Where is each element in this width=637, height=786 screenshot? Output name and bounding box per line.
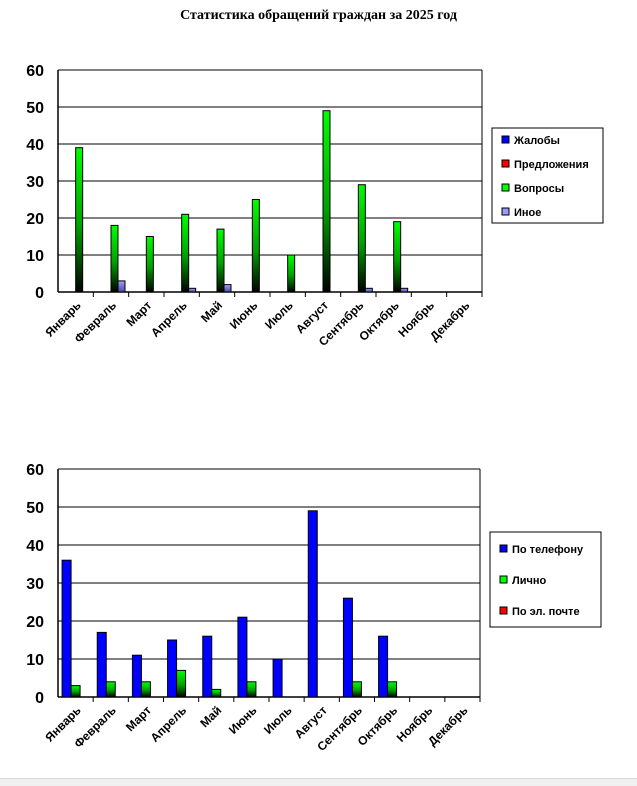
- x-tick-label: Апрель: [148, 298, 190, 340]
- y-tick-label: 60: [26, 63, 44, 80]
- x-tick-label: Июль: [262, 298, 296, 332]
- legend-swatch: [499, 606, 508, 615]
- y-tick-label: 0: [35, 690, 44, 707]
- legend-label: Иное: [514, 207, 541, 219]
- x-tick-label: Март: [123, 298, 154, 329]
- bar-Вопросы: [322, 110, 331, 293]
- legend-label: Жалобы: [513, 135, 560, 147]
- bar-Вопросы: [75, 147, 84, 293]
- y-tick-label: 20: [26, 211, 44, 228]
- bar-Лично: [211, 688, 222, 698]
- y-tick-label: 60: [26, 462, 44, 479]
- bar-По телефону: [342, 597, 353, 698]
- bar-Лично: [176, 669, 187, 698]
- legend-box: [489, 531, 602, 628]
- x-tick-label: Июль: [261, 703, 295, 737]
- y-tick-label: 10: [26, 248, 44, 265]
- bar-Иное: [364, 287, 373, 293]
- legend-swatch: [501, 207, 510, 216]
- bar-Лично: [70, 685, 81, 698]
- x-tick-label: Июнь: [226, 703, 260, 737]
- bar-Вопросы: [216, 228, 225, 293]
- legend-label: Предложения: [514, 159, 589, 171]
- y-tick-label: 30: [26, 576, 44, 593]
- bar-По телефону: [96, 631, 107, 698]
- y-tick-label: 40: [26, 137, 44, 154]
- legend: Жалобы Предложения Вопросы Иное: [491, 127, 604, 224]
- legend-swatch: [499, 544, 508, 553]
- legend-label: По эл. почте: [512, 606, 580, 618]
- bar-Иное: [223, 284, 232, 293]
- chart-title: Статистика обращений граждан за 2025 год: [180, 8, 457, 23]
- bar-Лично: [387, 681, 398, 698]
- bottom-bar: [0, 778, 637, 786]
- y-tick-label: 50: [26, 500, 44, 517]
- bar-Вопросы: [145, 236, 154, 293]
- y-tick-label: 10: [26, 652, 44, 669]
- bar-Иное: [188, 287, 197, 293]
- y-tick-label: 0: [35, 285, 44, 302]
- legend-swatch: [501, 135, 510, 144]
- bar-Вопросы: [181, 213, 190, 293]
- bar-Иное: [400, 287, 409, 293]
- x-tick-label: Июнь: [227, 298, 261, 332]
- bar-Вопросы: [287, 254, 296, 293]
- bar-По телефону: [237, 616, 248, 698]
- x-tick-label: Март: [123, 703, 154, 734]
- legend-swatch: [501, 183, 510, 192]
- bar-По телефону: [131, 654, 142, 698]
- legend-swatch: [499, 575, 508, 584]
- bar-Лично: [246, 681, 257, 698]
- bar-Вопросы: [251, 199, 260, 293]
- bar-По телефону: [272, 658, 283, 698]
- bar-По телефону: [61, 559, 72, 698]
- bar-По телефону: [167, 639, 178, 698]
- y-tick-label: 30: [26, 174, 44, 191]
- bar-По телефону: [378, 635, 389, 698]
- bar-Вопросы: [393, 221, 402, 293]
- y-tick-label: 40: [26, 538, 44, 555]
- bar-Лично: [105, 681, 116, 698]
- bar-По телефону: [202, 635, 213, 698]
- bar-Лично: [351, 681, 362, 698]
- x-tick-label: Апрель: [148, 703, 190, 745]
- bar-По телефону: [307, 510, 318, 698]
- legend: По телефону Лично По эл. почте: [489, 531, 602, 628]
- legend-label: Вопросы: [514, 183, 564, 195]
- bar-Вопросы: [110, 224, 119, 293]
- bar-Вопросы: [357, 184, 366, 293]
- legend-box: [491, 127, 604, 224]
- legend-swatch: [501, 159, 510, 168]
- legend-label: По телефону: [512, 544, 584, 556]
- legend-label: Лично: [512, 575, 547, 587]
- bar-Иное: [117, 280, 126, 293]
- bar-Лично: [140, 681, 151, 698]
- y-tick-label: 20: [26, 614, 44, 631]
- y-tick-label: 50: [26, 100, 44, 117]
- x-tick-label: Май: [198, 298, 225, 325]
- x-tick-label: Май: [197, 703, 224, 730]
